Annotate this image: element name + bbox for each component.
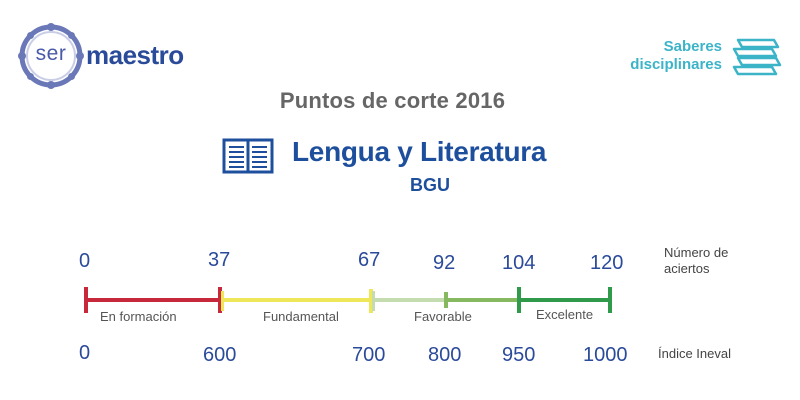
index-value: 600 (203, 344, 237, 366)
saberes-line1: Saberes (663, 38, 722, 55)
hits-value: 92 (433, 252, 456, 274)
index-axis-label: Índice Ineval (658, 346, 731, 361)
hits-value: 120 (590, 252, 624, 274)
hits-label-line2: aciertos (664, 261, 710, 276)
scale-tick (221, 291, 224, 311)
band-segment-favorable-light (371, 298, 446, 302)
subject-title: Lengua y Literatura (292, 136, 547, 167)
scale-tick (218, 287, 222, 313)
hits-value: 0 (79, 250, 91, 272)
band-segment-excelente (519, 298, 610, 302)
scale-tick (444, 292, 448, 308)
hits-axis-label: Número de aciertos (664, 245, 728, 277)
hits-value: 67 (358, 249, 381, 271)
logo-ring-icon (18, 23, 84, 89)
band-label-favorable: Favorable (414, 309, 472, 324)
band-segment-favorable (446, 298, 519, 302)
band-label-excelente: Excelente (536, 307, 594, 322)
scale-tick (369, 289, 373, 313)
scale-tick (608, 287, 612, 313)
index-value: 800 (428, 344, 462, 366)
ser-maestro-logo: ser maestro (12, 20, 202, 92)
index-value: 1000 (583, 344, 628, 366)
scale-tick (372, 291, 375, 311)
index-value: 950 (502, 344, 536, 366)
index-value: 700 (352, 344, 386, 366)
level-label: BGU (410, 175, 450, 195)
saberes-disciplinares-label: Saberes disciplinares (630, 38, 722, 74)
band-segment-en-formacion (86, 298, 220, 302)
open-book-icon (222, 138, 274, 174)
logo-maestro-text: maestro (86, 40, 184, 70)
saberes-line2: disciplinares (630, 56, 722, 73)
band-segment-fundamental (220, 298, 371, 302)
books-stack-icon (732, 38, 782, 76)
band-label-fundamental: Fundamental (263, 309, 339, 324)
hits-value: 37 (208, 249, 231, 271)
scale-tick (517, 287, 521, 313)
index-value: 0 (79, 342, 91, 364)
hits-label-line1: Número de (664, 245, 729, 260)
hits-value: 104 (502, 252, 536, 274)
scale-tick (84, 287, 88, 313)
page-title: Puntos de corte 2016 (279, 88, 506, 113)
band-label-en-formacion: En formación (100, 309, 177, 324)
logo-ser-text: ser (35, 42, 67, 65)
